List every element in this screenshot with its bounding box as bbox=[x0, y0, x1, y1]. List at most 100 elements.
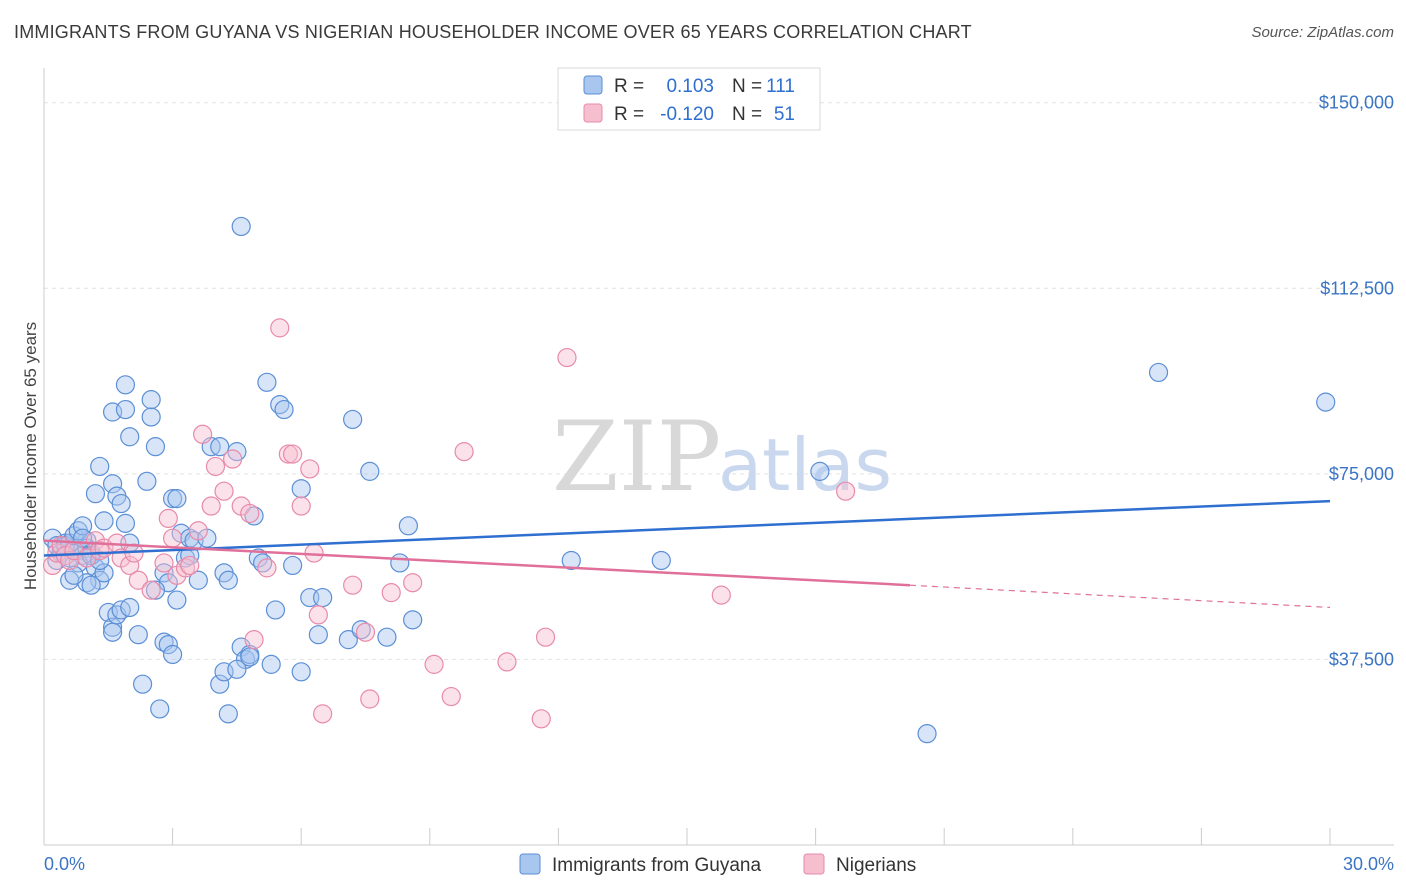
data-point bbox=[141, 390, 161, 410]
data-point bbox=[424, 654, 444, 674]
data-point bbox=[454, 442, 474, 462]
data-point bbox=[360, 689, 380, 709]
data-point bbox=[115, 513, 136, 533]
data-point bbox=[102, 622, 123, 642]
y-tick-label: $150,000 bbox=[1319, 93, 1394, 113]
data-point bbox=[338, 630, 358, 650]
y-tick-label: $75,000 bbox=[1329, 464, 1394, 484]
data-point bbox=[218, 704, 238, 724]
data-point bbox=[535, 627, 556, 647]
data-point bbox=[291, 662, 311, 682]
legend-swatch-nigerians bbox=[583, 103, 603, 123]
data-point bbox=[278, 444, 298, 464]
data-point bbox=[355, 622, 376, 642]
bottom-legend-label-nigerians: Nigerians bbox=[836, 855, 916, 876]
data-point bbox=[270, 318, 290, 338]
data-point bbox=[163, 644, 183, 665]
data-point bbox=[128, 625, 148, 645]
data-point bbox=[244, 630, 264, 650]
data-point bbox=[313, 587, 333, 608]
data-point bbox=[137, 471, 157, 491]
source-credit: Source: ZipAtlas.com bbox=[1251, 24, 1394, 41]
data-point bbox=[163, 528, 183, 548]
data-point bbox=[115, 399, 136, 420]
data-point bbox=[154, 553, 174, 573]
data-point bbox=[836, 481, 856, 501]
y-axis-label: Householder Income Over 65 years bbox=[21, 322, 40, 590]
data-point bbox=[231, 216, 251, 237]
data-point bbox=[85, 484, 106, 504]
y-tick-label: $37,500 bbox=[1329, 649, 1394, 669]
trend-line-nigerians bbox=[43, 539, 910, 587]
data-point bbox=[403, 610, 423, 630]
data-point bbox=[390, 553, 410, 573]
data-point bbox=[167, 590, 187, 610]
legend: R = 0.103 N = 111 R = -0.120 N = 51 bbox=[557, 67, 821, 131]
data-point bbox=[917, 724, 937, 744]
data-point bbox=[223, 449, 243, 469]
data-point bbox=[120, 597, 140, 618]
legend-swatch-guyana bbox=[583, 75, 603, 95]
data-point bbox=[403, 573, 423, 593]
data-point bbox=[141, 580, 161, 600]
data-point bbox=[441, 686, 461, 707]
data-point bbox=[64, 565, 84, 585]
legend-r-value-guyana: 0.103 bbox=[666, 76, 714, 97]
data-point bbox=[102, 474, 123, 494]
data-point bbox=[132, 674, 153, 694]
data-point bbox=[300, 459, 320, 479]
data-point bbox=[240, 647, 260, 667]
data-point bbox=[90, 456, 110, 477]
data-point bbox=[201, 496, 221, 516]
data-point bbox=[180, 555, 200, 576]
legend-n-value-nigerians: 51 bbox=[774, 104, 795, 125]
x-ticks bbox=[172, 828, 1331, 845]
legend-n-value-guyana: 111 bbox=[766, 76, 795, 97]
data-point bbox=[283, 555, 303, 576]
legend-r-value-nigerians: -0.120 bbox=[660, 104, 714, 125]
data-point bbox=[257, 372, 277, 392]
data-point bbox=[561, 550, 581, 571]
data-point bbox=[111, 493, 131, 514]
trend-line-nigerians-extension bbox=[909, 584, 1331, 609]
data-point bbox=[651, 550, 671, 571]
data-point bbox=[188, 521, 208, 541]
x-tick-label-max: 30.0% bbox=[1343, 854, 1394, 874]
y-tick-label: $112,500 bbox=[1320, 278, 1394, 298]
data-point bbox=[274, 399, 294, 420]
data-point bbox=[265, 600, 286, 620]
data-point bbox=[261, 654, 281, 674]
data-point bbox=[497, 652, 517, 672]
data-point bbox=[210, 674, 230, 694]
chart-title: IMMIGRANTS FROM GUYANA VS NIGERIAN HOUSE… bbox=[14, 22, 972, 42]
data-point bbox=[94, 511, 114, 531]
watermark-zip: ZIP bbox=[552, 401, 721, 513]
data-point bbox=[1316, 392, 1336, 412]
data-point bbox=[188, 570, 208, 590]
data-point bbox=[167, 489, 187, 509]
data-point bbox=[398, 516, 418, 536]
data-point bbox=[145, 437, 166, 457]
watermark-atlas: atlas bbox=[718, 423, 892, 507]
bottom-legend-swatch-nigerians bbox=[803, 853, 825, 875]
data-point bbox=[81, 575, 101, 595]
data-point bbox=[214, 481, 234, 501]
watermark: ZIP atlas bbox=[552, 401, 892, 513]
legend-r-label-nigerians: R = bbox=[614, 104, 644, 125]
data-point bbox=[557, 347, 577, 368]
data-point bbox=[128, 570, 148, 590]
data-point bbox=[810, 461, 830, 481]
trend-lines bbox=[43, 499, 1331, 609]
data-point bbox=[1148, 362, 1169, 383]
data-point bbox=[158, 634, 178, 655]
data-point bbox=[163, 489, 183, 509]
data-point bbox=[711, 585, 731, 605]
data-point bbox=[283, 444, 303, 464]
legend-n-label-nigerians: N = bbox=[732, 104, 762, 125]
data-point bbox=[343, 575, 363, 595]
data-point bbox=[291, 496, 311, 516]
data-point bbox=[120, 427, 140, 447]
data-point bbox=[308, 625, 328, 645]
data-point bbox=[377, 627, 397, 647]
